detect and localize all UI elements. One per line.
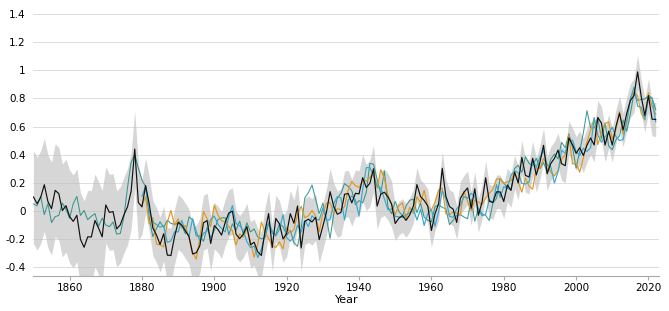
X-axis label: Year: Year — [334, 295, 358, 305]
